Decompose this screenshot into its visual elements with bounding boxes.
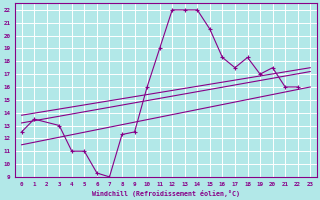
X-axis label: Windchill (Refroidissement éolien,°C): Windchill (Refroidissement éolien,°C): [92, 190, 240, 197]
